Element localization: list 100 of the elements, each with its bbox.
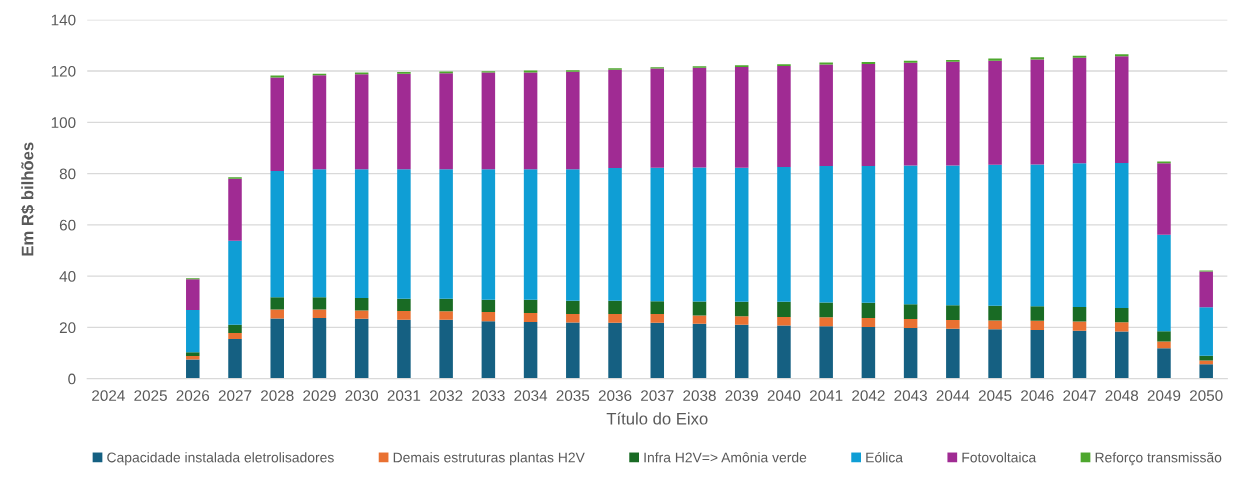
x-tick-label: 2040 — [767, 390, 801, 402]
y-axis-title: Em R$ bilhões — [20, 142, 35, 256]
bar — [1157, 163, 1171, 235]
bar — [819, 64, 833, 166]
x-tick-label: 2025 — [134, 390, 167, 402]
bar — [608, 314, 622, 323]
bar — [903, 304, 918, 319]
bar — [861, 63, 876, 166]
bar — [1114, 322, 1129, 332]
bar — [1114, 331, 1129, 379]
bar — [523, 299, 538, 314]
bar — [566, 71, 580, 170]
bar — [903, 62, 918, 166]
bar — [523, 322, 538, 379]
bar — [819, 326, 833, 379]
bar — [861, 326, 876, 379]
bar — [481, 169, 496, 300]
x-tick-label: 2028 — [261, 390, 294, 402]
bar — [734, 324, 749, 379]
x-tick-label: 2024 — [92, 390, 125, 402]
bar — [777, 301, 791, 317]
legend-label: Reforço transmissão — [1095, 452, 1222, 466]
x-tick-label: 2047 — [1063, 390, 1096, 402]
bar — [1030, 320, 1045, 330]
legend-label: Fotovoltaica — [962, 452, 1037, 463]
bar — [354, 297, 369, 311]
bar — [228, 333, 242, 339]
x-tick-label: 2043 — [894, 390, 927, 402]
x-tick-label: 2046 — [1021, 390, 1054, 402]
bar — [1072, 57, 1087, 164]
bar — [1199, 307, 1213, 356]
bar — [270, 297, 284, 310]
bar — [270, 75, 284, 78]
x-tick-label: 2034 — [514, 390, 548, 402]
bar — [1114, 56, 1129, 164]
bar — [861, 302, 876, 318]
legend-label: Demais estruturas plantas H2V — [393, 452, 585, 466]
bar — [397, 169, 411, 299]
x-tick-label: 2041 — [809, 390, 843, 402]
bar — [228, 324, 242, 334]
x-tick-label: 2050 — [1189, 390, 1223, 402]
bar — [566, 169, 580, 301]
bar — [946, 319, 960, 329]
bar — [566, 314, 580, 323]
bar — [439, 73, 453, 170]
bar — [523, 169, 538, 300]
x-tick-label: 2044 — [936, 390, 970, 402]
bar — [608, 167, 622, 301]
bar — [1030, 329, 1045, 379]
bar — [1199, 355, 1213, 361]
bar — [608, 300, 622, 315]
bar — [312, 75, 327, 170]
bar — [988, 164, 1002, 306]
x-tick-label: 2037 — [641, 390, 674, 402]
bar — [1072, 321, 1087, 331]
bar — [481, 321, 496, 379]
x-tick-label: 2033 — [472, 390, 505, 402]
x-tick-label: 2036 — [598, 390, 632, 402]
bar — [1157, 331, 1171, 342]
bar — [608, 69, 622, 168]
bar — [186, 359, 200, 379]
x-tick-label: 2039 — [725, 390, 758, 402]
x-tick-label: 2029 — [303, 390, 336, 402]
bar — [734, 167, 749, 302]
bar — [903, 165, 918, 305]
bar — [988, 60, 1002, 165]
bar — [523, 72, 538, 170]
legend-label: Infra H2V=> Amônia verde — [644, 452, 807, 463]
x-tick-label: 2045 — [978, 390, 1012, 402]
y-tick-label: 100 — [51, 117, 76, 129]
y-tick-label: 0 — [68, 373, 76, 385]
bar — [228, 338, 242, 379]
bar — [1157, 234, 1171, 332]
bar — [397, 319, 411, 379]
bar — [861, 317, 876, 327]
bar — [692, 67, 707, 168]
bar — [1072, 330, 1087, 379]
bar — [481, 312, 496, 322]
bar — [270, 309, 284, 319]
bar — [1030, 306, 1045, 321]
bar — [312, 317, 327, 379]
bar — [186, 352, 200, 357]
bar — [566, 300, 580, 315]
bar — [692, 323, 707, 379]
bar — [734, 66, 749, 168]
bar — [692, 301, 707, 316]
bar — [523, 313, 538, 323]
bar — [1157, 348, 1171, 379]
bar — [186, 356, 200, 360]
bar — [988, 329, 1002, 379]
bar — [946, 305, 960, 320]
bar — [1114, 163, 1129, 308]
x-tick-label: 2032 — [429, 390, 463, 402]
x-tick-label: 2027 — [218, 390, 252, 402]
y-tick-label: 140 — [51, 14, 76, 26]
x-axis-title: Título do Eixo — [606, 412, 708, 425]
bar — [186, 279, 200, 310]
bar — [861, 165, 876, 303]
y-tick-label: 20 — [59, 322, 76, 334]
bar — [946, 61, 960, 166]
